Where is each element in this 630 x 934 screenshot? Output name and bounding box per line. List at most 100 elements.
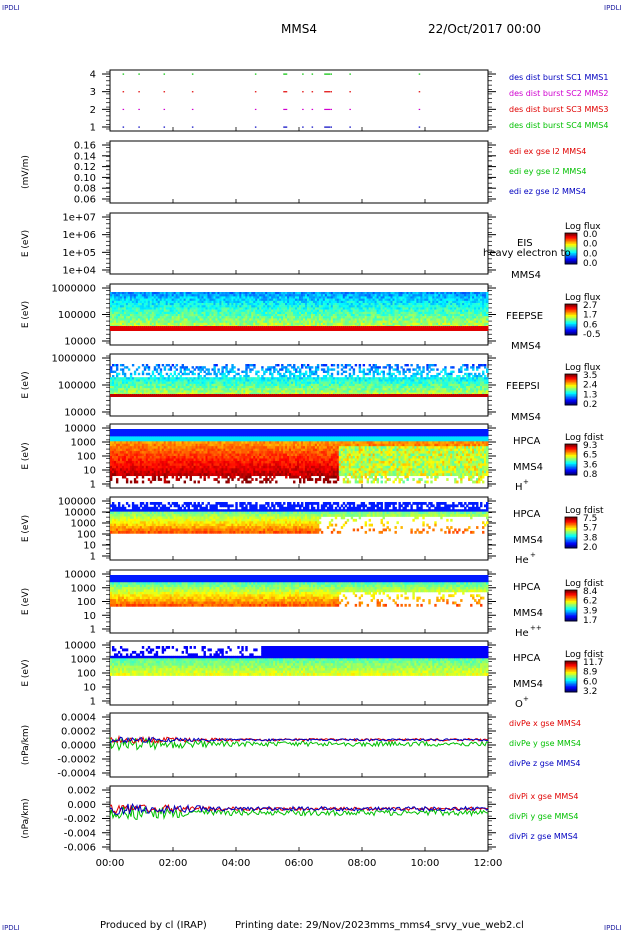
spectrogram-cell: [420, 305, 423, 308]
spectrogram-cell: [237, 311, 240, 315]
spectrogram-cell: [251, 296, 254, 299]
spectrogram-cell: [297, 366, 300, 369]
spectrogram-cell: [197, 298, 200, 301]
spectrogram-cell: [486, 326, 489, 331]
spectrogram-cell: [348, 318, 352, 321]
spectrogram-cell: [153, 375, 157, 378]
spectrogram-cell: [440, 300, 443, 304]
spectrogram-cell: [360, 326, 364, 331]
spectrogram-cell: [247, 314, 250, 317]
spectrogram-cell: [418, 307, 421, 310]
corner-label-bottom-left: IPDLI: [2, 924, 20, 932]
spectrogram-cell: [452, 298, 455, 301]
burst-interval: [302, 126, 304, 128]
y-tick-label-burst: 4: [90, 70, 96, 81]
spectrogram-cell: [223, 372, 226, 376]
colorbar-swatch: [565, 243, 577, 246]
spectrogram-cell: [141, 311, 145, 315]
spectrogram-cell: [394, 316, 397, 319]
spectrogram-cell: [269, 307, 272, 310]
spectrogram-cell: [189, 305, 192, 308]
spectrogram-cell: [392, 322, 395, 326]
spectrogram-cell: [442, 320, 445, 323]
spectrogram-cell: [199, 309, 202, 312]
spectrogram-cell: [127, 307, 131, 310]
spectrogram-cell: [151, 294, 155, 297]
burst-interval: [311, 73, 314, 75]
spectrogram-cell: [376, 318, 379, 321]
spectrogram-cell: [380, 318, 383, 321]
spectrogram-cell: [111, 326, 115, 331]
spectrogram-cell: [213, 296, 216, 299]
spectrogram-cell: [299, 307, 302, 310]
spectrogram-cell: [289, 326, 292, 331]
spectrogram-cell: [416, 316, 419, 319]
spectrogram-cell: [207, 311, 210, 315]
spectrogram-cell: [450, 318, 453, 321]
spectrogram-cell: [149, 316, 153, 319]
spectrogram-cell: [426, 307, 429, 310]
spectrogram-cell: [304, 309, 308, 312]
spectrogram-cell: [247, 318, 250, 321]
spectrogram-cell: [382, 314, 385, 317]
spectrogram-cell: [316, 320, 320, 323]
spectrogram-cell: [221, 294, 224, 297]
y-tick-label-edi: 0.06: [74, 195, 96, 206]
spectrogram-cell: [231, 294, 234, 297]
spectrogram-cell: [334, 300, 338, 304]
spectrogram-cell: [396, 314, 399, 317]
spectrogram-cell: [354, 300, 358, 304]
spectrogram-cell: [464, 322, 467, 326]
spectrogram-cell: [273, 294, 276, 297]
burst-interval: [324, 108, 331, 111]
spectrogram-cell: [392, 292, 395, 295]
spectrogram-cell: [289, 305, 292, 308]
spectrogram-cell: [312, 314, 316, 317]
spectrogram-cell: [110, 294, 113, 297]
spectrogram-cell: [478, 294, 481, 297]
spectrogram-cell: [354, 364, 358, 367]
panel-edi: [102, 140, 496, 204]
spectrogram-cell: [458, 298, 461, 301]
spectrogram-cell: [376, 298, 379, 301]
spectrogram-cell: [291, 309, 294, 312]
spectrogram-cell: [420, 298, 423, 301]
spectrogram-cell: [318, 318, 322, 321]
colorbar-swatch: [565, 260, 577, 263]
spectrogram-cell: [151, 370, 155, 373]
spectrogram-cell: [366, 309, 370, 312]
spectrogram-cell: [127, 314, 131, 317]
spectrogram-cell: [117, 296, 121, 299]
spectrogram-cell: [366, 292, 370, 295]
spectrogram-cell: [304, 303, 308, 306]
spectrogram-cell: [277, 309, 280, 312]
spectrogram-cell: [129, 309, 133, 312]
header-date: 22/Oct/2017 00:00: [428, 22, 542, 36]
spectrogram-cell: [342, 314, 346, 317]
y-tick-label-eis: 1e+05: [62, 248, 96, 259]
spectrogram-cell: [440, 320, 443, 323]
spectrogram-cell: [177, 372, 181, 376]
spectrogram-cell: [446, 309, 449, 312]
spectrogram-cell: [478, 305, 481, 308]
spectrogram-cell: [173, 303, 177, 306]
spectrogram-cell: [322, 368, 326, 371]
spectrogram-cell: [418, 316, 421, 319]
burst-interval: [138, 126, 140, 128]
spectrogram-cell: [344, 375, 348, 378]
spectrogram-cell: [295, 318, 298, 321]
spectrogram-cell: [241, 292, 244, 295]
spectrogram-cell: [446, 294, 449, 297]
spectrogram-cell: [117, 322, 121, 326]
spectrogram-cell: [117, 372, 121, 376]
burst-interval: [138, 108, 140, 111]
spectrogram-cell: [283, 320, 286, 323]
spectrogram-cell: [372, 314, 375, 317]
spectrogram-cell: [247, 296, 250, 299]
spectrogram-cell: [155, 322, 159, 326]
spectrogram-cell: [354, 294, 358, 297]
spectrogram-cell: [155, 311, 159, 315]
spectrogram-cell: [460, 298, 463, 301]
spectrogram-cell: [287, 309, 290, 312]
instrument-label-eis: EIS: [517, 238, 533, 249]
